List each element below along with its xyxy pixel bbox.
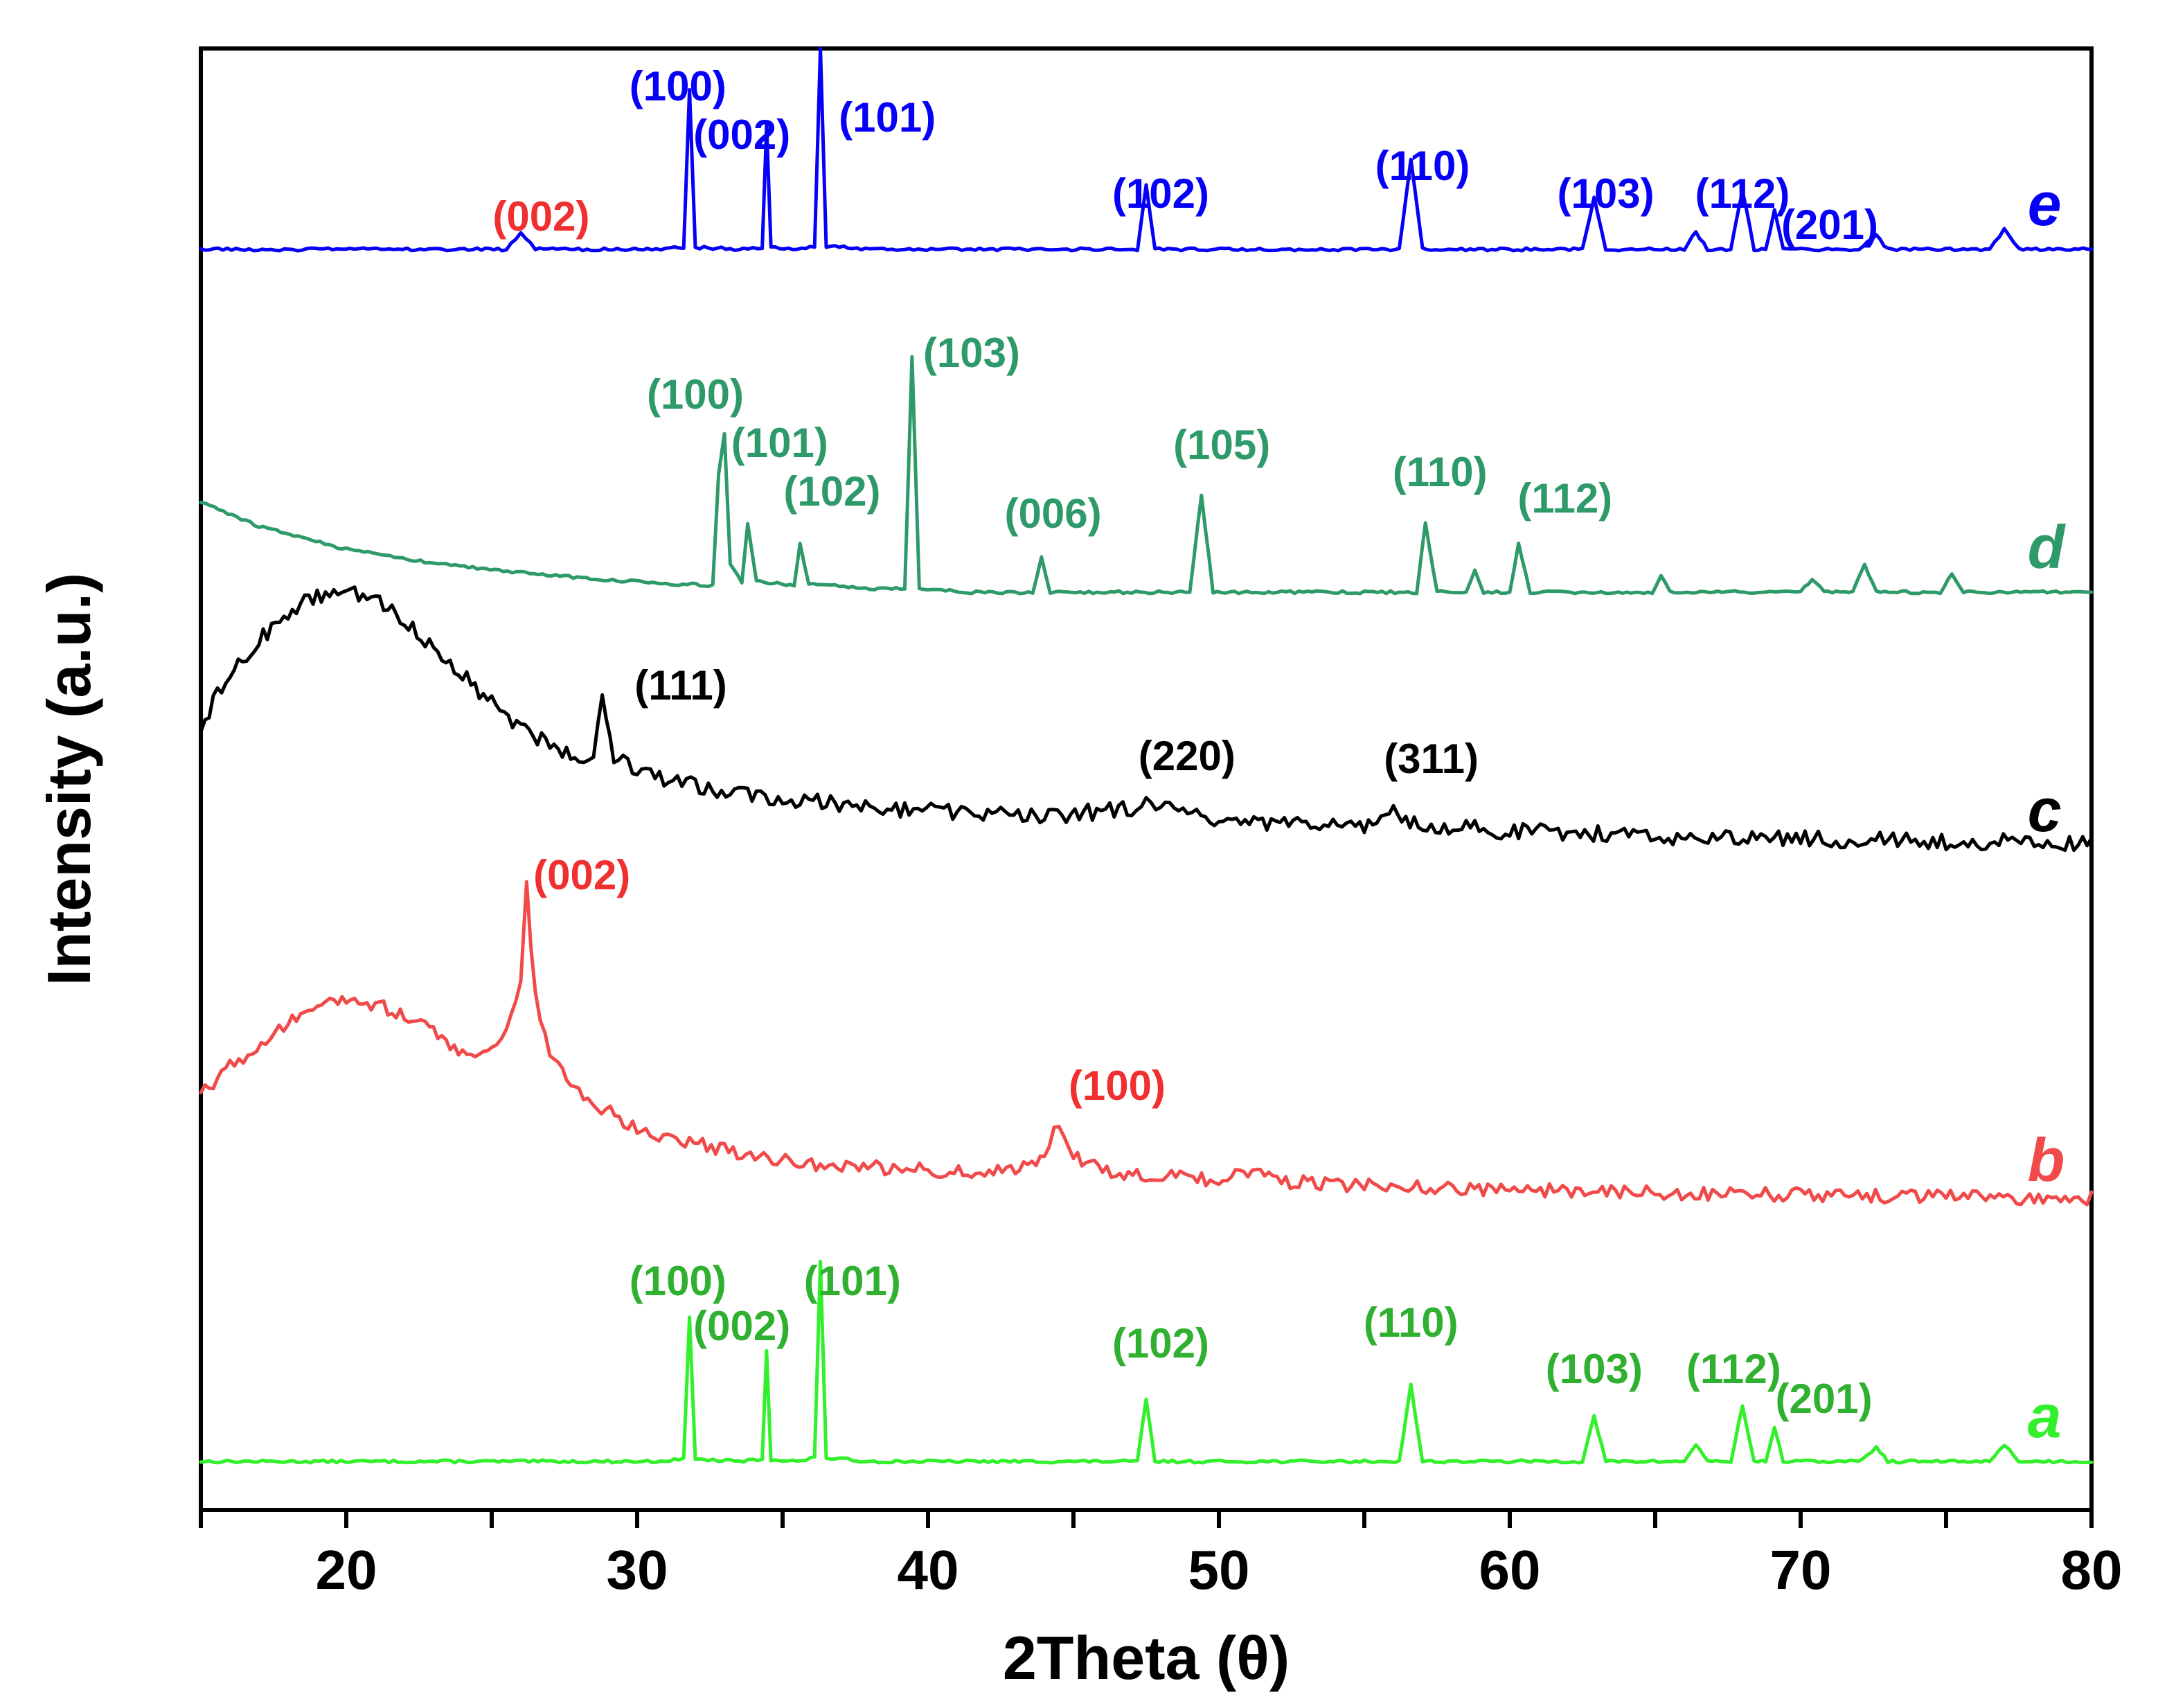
trace-b (201, 882, 2092, 1204)
trace-d (201, 357, 2092, 594)
x-tick-label: 20 (316, 1539, 377, 1601)
x-tick-label: 40 (898, 1539, 959, 1601)
peak-label: (201) (1781, 202, 1878, 248)
peak-label: (002) (533, 852, 630, 898)
x-tick-label: 30 (607, 1539, 668, 1601)
peak-label: (100) (1069, 1062, 1166, 1109)
x-tick-label: 50 (1188, 1539, 1250, 1601)
peak-label: (102) (1112, 1320, 1209, 1367)
peak-label: (110) (1375, 143, 1470, 189)
peak-label: (201) (1776, 1376, 1873, 1422)
trace-c (201, 587, 2092, 851)
plot-svg: 20 30 40 50 60 70 80 2Theta (θ) Intensity (a.u.)… (0, 0, 2158, 1708)
peak-label: (103) (923, 330, 1020, 376)
trace-label-c: c (2028, 776, 2062, 844)
peak-label: (100) (630, 63, 726, 109)
trace-label-d: d (2028, 513, 2067, 581)
peak-label: (112) (1686, 1346, 1781, 1392)
peak-label: (103) (1546, 1346, 1643, 1392)
peak-label: (002) (693, 1303, 790, 1349)
peak-label: (110) (1393, 449, 1488, 495)
peak-label: (101) (839, 94, 936, 141)
peak-label: (311) (1384, 736, 1479, 782)
peak-label: (102) (783, 468, 880, 515)
peak-label: (110) (1364, 1299, 1459, 1346)
peak-label: (103) (1558, 170, 1655, 217)
x-axis-label: 2Theta (θ) (1003, 1624, 1290, 1692)
trace-label-a: a (2028, 1382, 2062, 1450)
x-tick-label: 80 (2061, 1539, 2123, 1601)
trace-label-e: e (2028, 170, 2062, 238)
peak-label: (220) (1139, 733, 1236, 779)
peak-label: (101) (731, 420, 828, 466)
peak-label: (101) (804, 1258, 901, 1304)
trace-label-b: b (2028, 1126, 2065, 1194)
y-axis-label: Intensity (a.u.) (35, 573, 103, 986)
xrd-chart: 20 30 40 50 60 70 80 2Theta (θ) Intensity (a.u.)… (0, 0, 2158, 1708)
x-tick-label: 60 (1479, 1539, 1541, 1601)
peak-label: (111) (634, 662, 726, 709)
peak-label: (100) (630, 1258, 726, 1304)
peak-label: (002) (492, 193, 589, 240)
peak-label: (112) (1695, 170, 1790, 217)
peak-label: (100) (647, 371, 744, 418)
peak-label: (102) (1112, 170, 1209, 217)
peak-label: (112) (1517, 475, 1612, 522)
peak-label: (006) (1005, 490, 1102, 537)
peak-label: (105) (1173, 422, 1270, 468)
x-tick-label: 70 (1770, 1539, 1832, 1601)
peak-label: (002) (693, 112, 790, 158)
